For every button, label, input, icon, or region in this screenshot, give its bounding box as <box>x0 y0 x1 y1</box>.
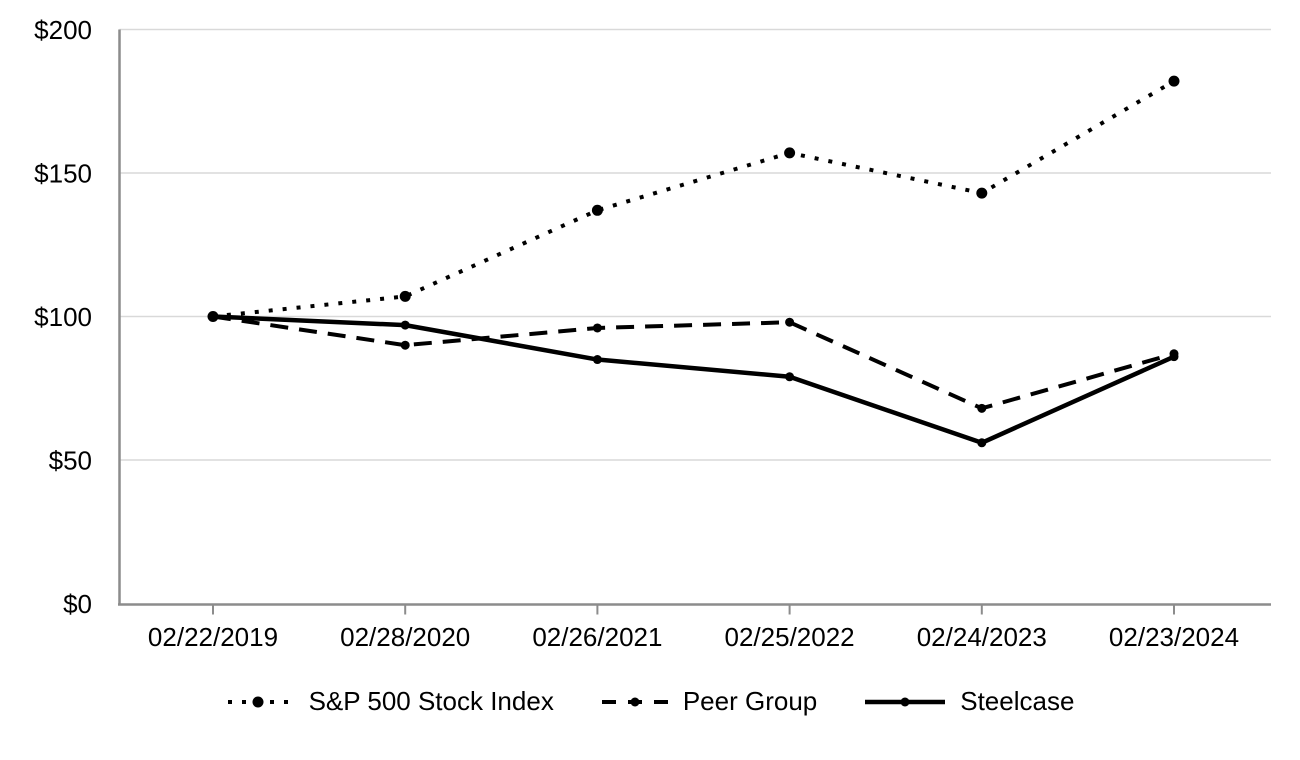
data-point-peer-group <box>592 323 602 333</box>
data-point-s-p-500-stock-index <box>976 187 988 199</box>
series-line-steelcase <box>212 314 1175 446</box>
y-tick-label: $150 <box>34 158 92 188</box>
data-point-steelcase <box>400 320 410 330</box>
x-tick-label: 02/25/2022 <box>725 622 855 652</box>
series-line-s-p-500-stock-index <box>212 79 1176 319</box>
data-point-s-p-500-stock-index <box>591 204 603 216</box>
data-point-steelcase <box>785 372 795 382</box>
legend-item-sp500: S&P 500 Stock Index <box>226 686 554 717</box>
legend-label-peer-group: Peer Group <box>682 686 818 716</box>
data-point-s-p-500-stock-index <box>1168 75 1180 87</box>
y-tick-label: $200 <box>34 15 92 45</box>
data-point-s-p-500-stock-index <box>784 147 796 159</box>
y-tick-label: $50 <box>49 445 92 475</box>
series-marker-dot <box>252 696 264 707</box>
data-point-steelcase <box>208 312 218 321</box>
data-point-peer-group <box>785 317 795 327</box>
legend-label-steelcase: Steelcase <box>960 686 1075 716</box>
dotted-line-sample-icon <box>227 696 294 707</box>
series-marker-dot <box>630 697 640 706</box>
x-tick-label: 02/26/2021 <box>532 622 662 652</box>
y-tick-label: $0 <box>63 589 92 619</box>
y-tick-label: $100 <box>34 302 92 332</box>
data-point-peer-group <box>977 403 987 413</box>
x-tick-label: 02/22/2019 <box>148 622 278 652</box>
data-point-steelcase <box>1169 352 1179 362</box>
data-point-peer-group <box>400 340 410 350</box>
legend-item-steelcase: Steelcase <box>863 686 1074 717</box>
data-point-steelcase <box>977 438 987 448</box>
series-marker-dot <box>900 697 910 706</box>
legend-item-peer-group: Peer Group <box>600 686 817 717</box>
chart-legend: S&P 500 Stock Index Peer Group Steelcase <box>0 686 1300 717</box>
x-tick-label: 02/23/2024 <box>1109 622 1239 652</box>
performance-line-chart: $0 $50 $100 $150 $200 02/22/2019 02/28/2020 02/… <box>34 15 1271 652</box>
x-tick-label: 02/24/2023 <box>917 622 1047 652</box>
x-tick-label: 02/28/2020 <box>340 622 470 652</box>
data-point-s-p-500-stock-index <box>399 290 411 302</box>
solid-line-sample-icon <box>865 697 946 706</box>
data-point-steelcase <box>592 355 602 365</box>
legend-label-sp500: S&P 500 Stock Index <box>308 686 554 716</box>
dashed-line-sample-icon <box>601 697 668 706</box>
series-line-peer-group <box>212 314 1175 411</box>
